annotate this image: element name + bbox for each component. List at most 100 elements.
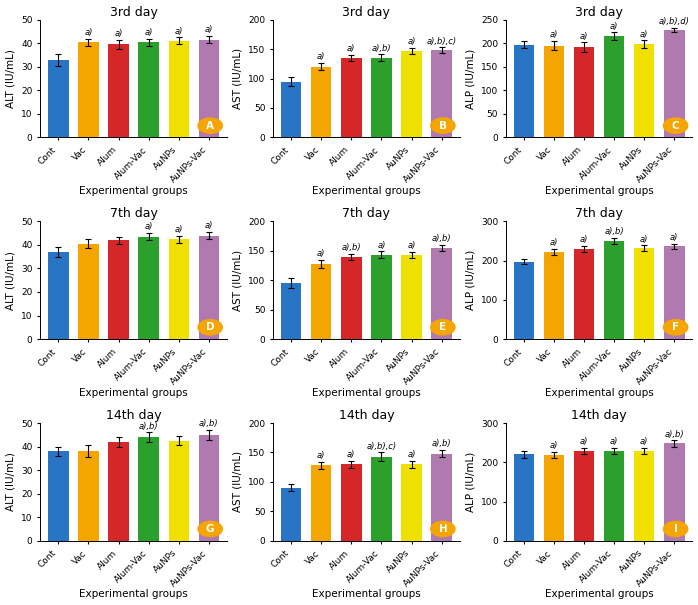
Text: a): a) [144, 28, 153, 37]
Bar [664, 30, 685, 137]
Text: a),b),d): a),b),d) [659, 17, 690, 26]
X-axis label: Experimental groups: Experimental groups [544, 388, 653, 397]
Circle shape [664, 118, 688, 133]
Bar [544, 45, 564, 137]
Bar [311, 67, 332, 137]
Text: C: C [671, 120, 679, 131]
Text: a): a) [317, 53, 325, 62]
Text: a): a) [580, 235, 588, 244]
Bar [281, 82, 302, 137]
Y-axis label: ALT (IU/mL): ALT (IU/mL) [6, 453, 15, 511]
Title: 14th day: 14th day [571, 409, 627, 422]
Bar [108, 240, 129, 339]
Bar [108, 442, 129, 541]
Bar [664, 443, 685, 541]
Bar [604, 241, 624, 339]
Bar [168, 440, 189, 541]
Y-axis label: ALP (IU/mL): ALP (IU/mL) [466, 250, 475, 310]
Circle shape [664, 319, 688, 335]
Bar [341, 257, 362, 339]
Bar [634, 248, 655, 339]
Text: E: E [439, 322, 447, 332]
X-axis label: Experimental groups: Experimental groups [312, 589, 421, 600]
Bar [371, 457, 392, 541]
Text: a): a) [408, 241, 416, 250]
Text: a),b),c): a),b),c) [426, 37, 456, 45]
Text: a): a) [640, 437, 648, 446]
Bar [664, 246, 685, 339]
X-axis label: Experimental groups: Experimental groups [80, 186, 188, 196]
Circle shape [664, 522, 688, 537]
Bar [281, 283, 302, 339]
Bar [78, 42, 98, 137]
Bar [371, 255, 392, 339]
Text: a),b): a),b) [664, 430, 684, 439]
Text: a): a) [174, 224, 183, 234]
Text: a),b): a),b) [341, 243, 361, 252]
X-axis label: Experimental groups: Experimental groups [80, 589, 188, 600]
Bar [574, 47, 594, 137]
X-axis label: Experimental groups: Experimental groups [80, 388, 188, 397]
Text: a),b): a),b) [432, 439, 452, 448]
Bar [168, 41, 189, 137]
Circle shape [198, 522, 222, 537]
Text: a): a) [174, 27, 183, 36]
Y-axis label: AST (IU/mL): AST (IU/mL) [232, 48, 242, 109]
Bar [604, 36, 624, 137]
Bar [199, 40, 219, 137]
Text: a),b),c): a),b),c) [366, 442, 396, 451]
Y-axis label: ALP (IU/mL): ALP (IU/mL) [466, 452, 475, 512]
Text: a): a) [205, 25, 213, 34]
Text: a): a) [610, 22, 618, 31]
Text: a): a) [84, 28, 93, 37]
Title: 3rd day: 3rd day [343, 5, 390, 19]
Bar [431, 248, 452, 339]
Text: a): a) [610, 437, 618, 446]
Bar [108, 44, 129, 137]
Bar [604, 451, 624, 541]
Bar [168, 239, 189, 339]
Bar [311, 264, 332, 339]
Bar [138, 237, 159, 339]
Text: a): a) [408, 450, 416, 459]
Circle shape [198, 319, 222, 335]
Bar [48, 252, 68, 339]
Bar [48, 60, 68, 137]
Bar [341, 464, 362, 541]
X-axis label: Experimental groups: Experimental groups [312, 186, 421, 196]
Text: a): a) [640, 30, 648, 39]
Bar [574, 451, 594, 541]
Text: a),b): a),b) [371, 44, 391, 53]
X-axis label: Experimental groups: Experimental groups [544, 589, 653, 600]
Text: G: G [206, 524, 214, 534]
Text: a): a) [317, 451, 325, 460]
Text: a): a) [114, 29, 123, 38]
Bar [138, 437, 159, 541]
Y-axis label: AST (IU/mL): AST (IU/mL) [232, 451, 242, 512]
Text: a): a) [550, 238, 558, 247]
Bar [634, 451, 655, 541]
Y-axis label: ALP (IU/mL): ALP (IU/mL) [466, 48, 475, 109]
Title: 7th day: 7th day [110, 208, 158, 220]
Bar [48, 451, 68, 541]
Text: a): a) [670, 234, 678, 243]
Bar [199, 435, 219, 541]
Title: 14th day: 14th day [339, 409, 394, 422]
Bar [574, 249, 594, 339]
Text: a),b): a),b) [199, 419, 218, 428]
Bar [431, 50, 452, 137]
Bar [281, 488, 302, 541]
Text: a): a) [377, 241, 385, 250]
Text: D: D [206, 322, 214, 332]
Text: a): a) [550, 30, 558, 39]
Y-axis label: ALT (IU/mL): ALT (IU/mL) [6, 49, 15, 108]
Y-axis label: AST (IU/mL): AST (IU/mL) [232, 250, 242, 311]
Text: a),b): a),b) [432, 234, 452, 243]
Circle shape [431, 319, 455, 335]
Circle shape [431, 118, 455, 133]
Title: 3rd day: 3rd day [575, 5, 623, 19]
Title: 14th day: 14th day [106, 409, 161, 422]
Text: a): a) [347, 44, 355, 53]
Text: H: H [438, 524, 447, 534]
Text: a): a) [205, 221, 213, 231]
